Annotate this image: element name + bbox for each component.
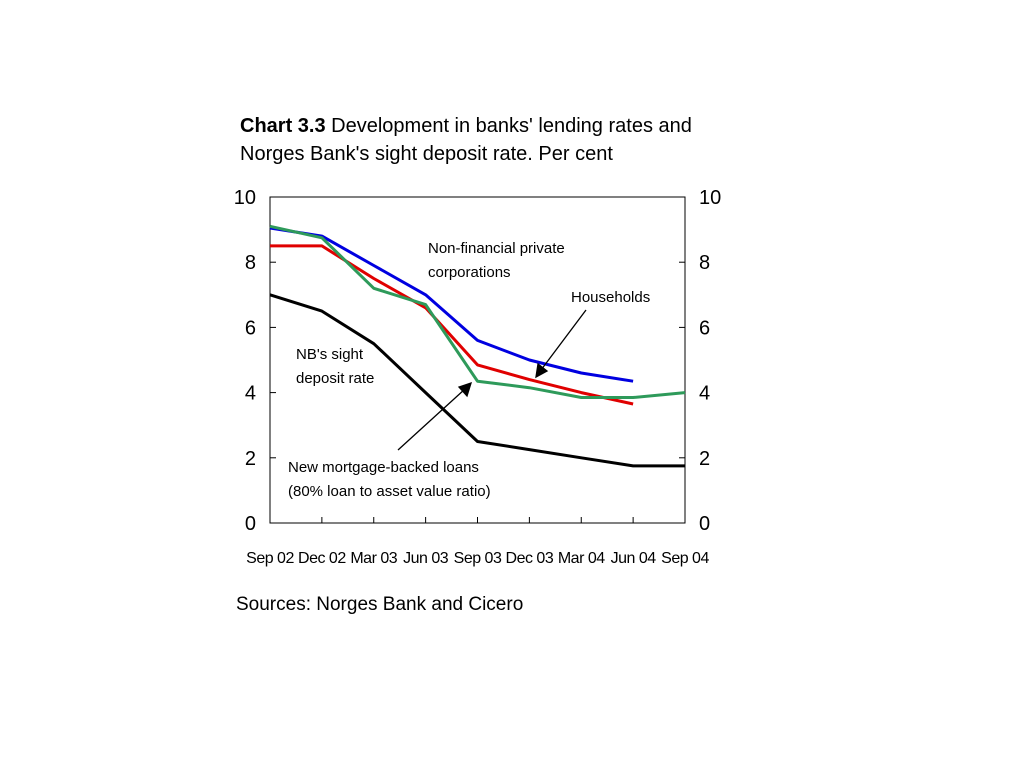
- x-tick-label: Sep 04: [661, 550, 709, 567]
- y-tick-label-right: 0: [699, 513, 710, 535]
- y-tick-label-right: 2: [699, 448, 710, 470]
- y-tick-label-right: 4: [699, 383, 710, 405]
- y-tick-label-left: 6: [245, 317, 256, 339]
- y-tick-label-right: 10: [699, 187, 721, 209]
- x-tick-label: Sep 02: [246, 550, 294, 567]
- mortgage-label-line2: (80% loan to asset value ratio): [288, 483, 491, 500]
- corporations-label-line1: Non-financial private: [428, 240, 565, 257]
- x-tick-label: Mar 04: [558, 550, 605, 567]
- x-tick-label: Dec 02: [298, 550, 346, 567]
- y-axis-right: 0 2 4 6 8 10: [679, 187, 721, 535]
- y-tick-label-right: 6: [699, 317, 710, 339]
- households-arrow: [535, 309, 587, 379]
- x-tick-label: Dec 03: [506, 550, 554, 567]
- y-tick-label-left: 8: [245, 252, 256, 274]
- households-label: Households: [571, 289, 650, 306]
- y-tick-label-left: 4: [245, 383, 256, 405]
- chart-title-text: Development in banks' lending rates and …: [240, 115, 692, 165]
- x-tick-label: Mar 03: [350, 550, 397, 567]
- series-line-new-mortgage-backed-loans-80-loan-to-asset-value-ratio: [269, 224, 686, 399]
- mortgage-arrow: [397, 381, 472, 451]
- chart-source: Sources: Norges Bank and Cicero: [236, 594, 524, 615]
- chart-title: Chart 3.3 Development in banks' lending …: [240, 112, 760, 168]
- y-tick-label-left: 2: [245, 448, 256, 470]
- y-axis-left: 0 2 4 6 8 10: [234, 187, 276, 535]
- x-tick-label: Jun 04: [611, 550, 657, 567]
- x-tick-label: Jun 03: [403, 550, 449, 567]
- series-line-non-financial-private-corporations: [269, 226, 634, 383]
- series-line-households: [270, 244, 634, 406]
- nb-rate-label-line2: deposit rate: [296, 370, 374, 387]
- chart-number: Chart 3.3: [240, 115, 326, 137]
- corporations-label-line2: corporations: [428, 264, 511, 281]
- y-tick-label-right: 8: [699, 252, 710, 274]
- y-tick-label-left: 0: [245, 513, 256, 535]
- series-line-nb-s-sight-deposit-rate: [269, 293, 685, 468]
- x-axis: Sep 02 Dec 02 Mar 03 Jun 03 Sep 03 Dec 03 Mar …: [246, 517, 710, 567]
- series-lines: [269, 224, 686, 468]
- nb-rate-label-line1: NB's sight: [296, 346, 364, 363]
- x-tick-label: Sep 03: [454, 550, 502, 567]
- mortgage-label-line1: New mortgage-backed loans: [288, 459, 479, 476]
- y-tick-label-left: 10: [234, 187, 256, 209]
